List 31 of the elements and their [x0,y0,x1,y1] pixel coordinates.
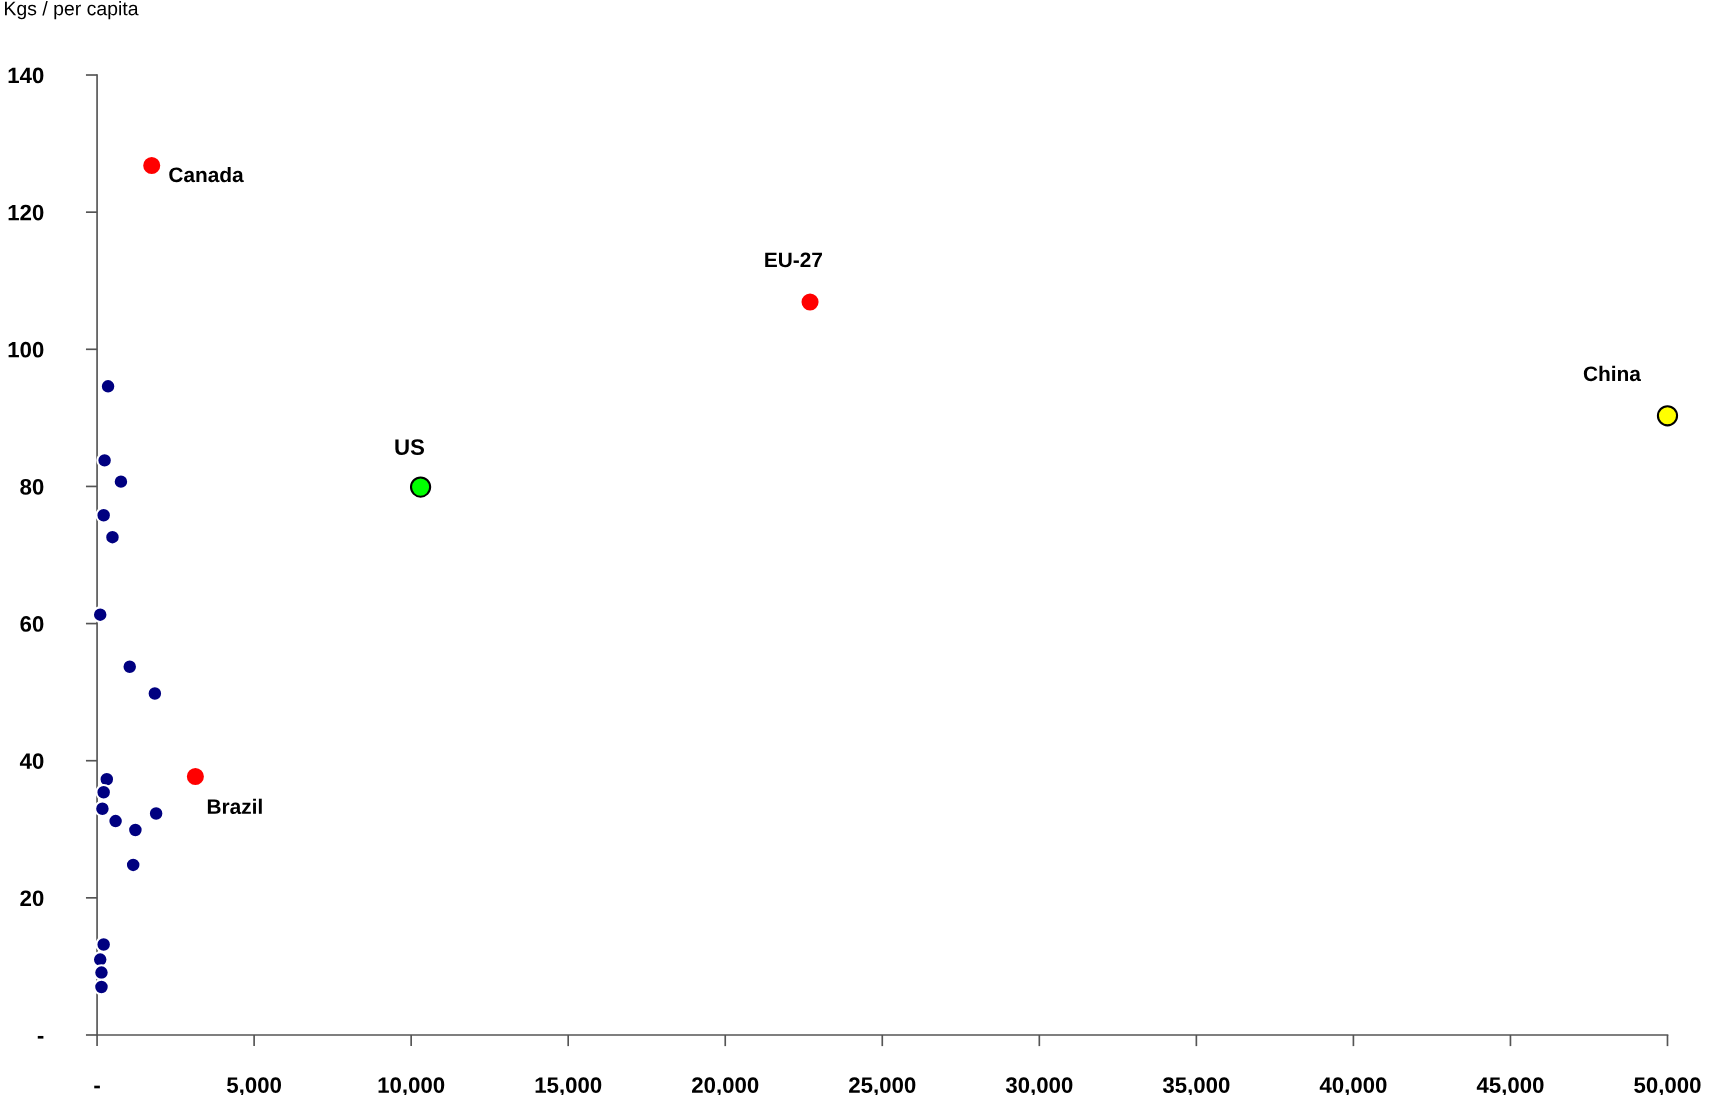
y-axis-title: Kgs / per capita [5,1,139,20]
y-tick-label: - [37,1035,44,1039]
point [141,154,163,177]
series-label: Canada [169,166,244,183]
y-tick-label: 140 [8,67,44,84]
point [146,685,164,702]
series-label: China [1583,365,1641,382]
y-tick-label: 120 [8,204,44,221]
point [94,800,111,818]
point [112,473,130,490]
point [127,821,144,839]
point [147,805,165,822]
point [1656,405,1679,427]
series-label: US [395,439,425,455]
point [96,452,113,469]
point [95,783,112,801]
y-tick-label: 60 [20,616,44,632]
series-label: EU-27 [765,252,822,268]
point [93,978,110,996]
y-tick-label: 80 [20,478,44,495]
x-tick-label: - [94,1085,100,1089]
y-tick-label: 100 [8,341,44,358]
y-tick-label: 20 [20,890,44,907]
point [93,964,110,981]
point [409,476,432,498]
point [107,812,124,830]
point [95,936,112,953]
series-label: Brazil [207,798,262,815]
point [184,765,206,788]
y-tick-label: 40 [19,753,44,769]
point [799,291,821,313]
